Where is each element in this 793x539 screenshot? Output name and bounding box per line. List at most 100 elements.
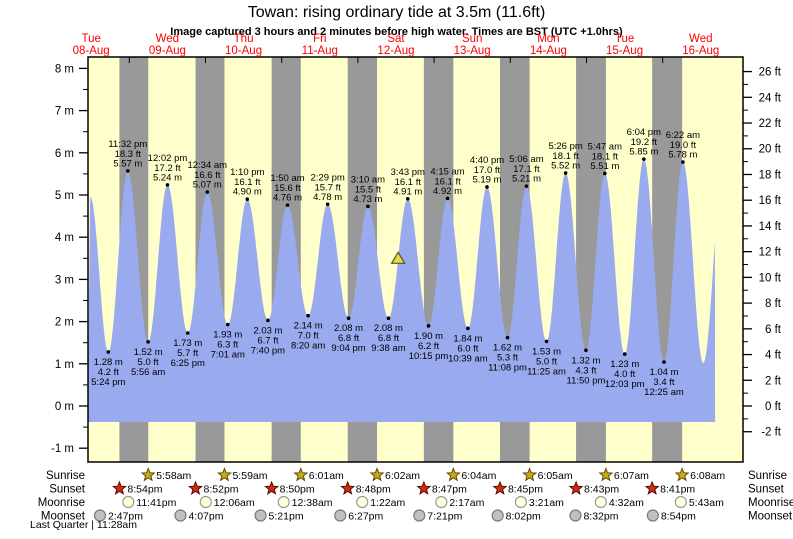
high-tide-label: 4.90 m (233, 187, 262, 198)
feet-tick-label: 4 ft (765, 350, 782, 362)
sunrise-star-icon (522, 467, 538, 482)
feet-tick-label: 16 ft (759, 195, 782, 207)
astro-time-label: 6:05am (538, 470, 573, 482)
sunrise-star-icon (369, 467, 385, 482)
feet-tick-label: 0 ft (765, 401, 782, 413)
low-tide-label: 5:56 am (131, 367, 165, 378)
high-tide-point (125, 169, 130, 173)
sunset-star-icon (644, 480, 660, 495)
low-tide-point (544, 339, 549, 344)
high-tide-label: 2:29 pm (310, 172, 344, 183)
low-tide-label: 6.8 ft (378, 333, 399, 344)
low-tide-label: 5.7 ft (177, 348, 198, 359)
low-tide-label: 1.28 m (94, 357, 123, 368)
low-tide-label: 2.08 m (334, 323, 363, 334)
day-date-label: 16-Aug (682, 45, 719, 57)
low-tide-point (225, 322, 230, 327)
low-tide-label: 5.0 ft (138, 357, 159, 368)
low-tide-label: 8:20 am (291, 341, 325, 352)
low-tide-label: 1.73 m (173, 338, 202, 349)
high-tide-label: 5.19 m (472, 174, 501, 185)
sunset-star-icon (340, 480, 356, 495)
high-tide-label: 3:10 am (351, 174, 385, 185)
astro-time-label: 8:41pm (660, 484, 695, 496)
high-tide-point (366, 204, 370, 209)
low-tide-point (622, 352, 627, 356)
low-tide-label: 7:01 am (211, 350, 245, 361)
day-date-label: 15-Aug (606, 45, 643, 57)
low-tide-label: 6.2 ft (418, 341, 439, 352)
sunrise-star-icon (445, 467, 461, 482)
high-tide-point (165, 183, 170, 187)
astro-time-label: 8:02pm (506, 511, 541, 523)
low-tide-label: 1.23 m (610, 359, 639, 370)
day-name-label: Thu (234, 33, 254, 45)
astro-time-label: 5:59am (232, 470, 267, 482)
low-tide-label: 12:03 pm (605, 379, 645, 390)
day-name-label: Wed (689, 33, 712, 45)
low-tide-label: 2.08 m (374, 323, 403, 334)
moonset-circle-icon (174, 509, 187, 522)
low-tide-point (505, 335, 510, 340)
moonrise-circle-icon (514, 495, 528, 509)
high-tide-label: 11:32 pm (108, 139, 147, 150)
day-date-label: 14-Aug (530, 45, 567, 57)
sunset-star-icon (568, 480, 584, 495)
current-tide-marker (390, 251, 406, 264)
sunrise-star-icon (217, 467, 233, 482)
astro-time-label: 2:47pm (108, 511, 143, 523)
high-tide-label: 15.7 ft (314, 182, 341, 193)
low-tide-label: 3.4 ft (653, 377, 674, 388)
moonrise-circle-icon (356, 495, 369, 509)
high-tide-label: 6:04 pm (627, 127, 661, 138)
moonset-circle-icon (93, 509, 107, 522)
day-date-label: 12-Aug (377, 45, 414, 57)
astro-time-label: 6:04am (461, 470, 496, 482)
high-tide-point (205, 190, 210, 194)
day-name-label: Tue (81, 33, 100, 45)
astro-time-label: 8:52pm (204, 484, 239, 496)
low-tide-point (584, 348, 588, 353)
low-tide-label: 7.0 ft (298, 331, 319, 342)
low-tide-label: 9:38 am (371, 343, 405, 354)
astro-time-label: 8:54pm (127, 484, 162, 496)
sunrise-star-icon (293, 467, 309, 482)
low-tide-point (346, 316, 351, 321)
low-tide-label: 1.32 m (571, 355, 600, 366)
meter-tick-label: 5 m (55, 190, 74, 202)
astro-row-label-left: Sunset (49, 484, 86, 496)
astro-time-label: 7:21pm (427, 511, 462, 523)
low-tide-label: 4.3 ft (575, 365, 596, 376)
low-tide-label: 2.03 m (253, 325, 282, 336)
chart-border (87, 56, 744, 463)
high-tide-label: 16.1 ft (395, 177, 422, 188)
moonset-circle-icon (569, 509, 582, 522)
meter-tick-label: 1 m (55, 359, 74, 371)
high-tide-label: 5.24 m (153, 172, 182, 183)
high-tide-label: 16.1 ft (234, 177, 261, 188)
low-tide-point (386, 316, 391, 321)
moonrise-circle-icon (594, 495, 607, 509)
astro-time-label: 2:17am (449, 497, 484, 509)
capture-note: Image captured 3 hours and 2 minutes bef… (170, 26, 623, 38)
astro-row-label-right: Moonrise (748, 497, 793, 509)
low-tide-label: 7:40 pm (251, 345, 285, 356)
low-tide-label: 9:04 pm (331, 343, 365, 354)
meter-tick-label: 6 m (55, 148, 74, 160)
high-tide-label: 1:10 pm (230, 167, 264, 178)
low-tide-label: 1.53 m (532, 346, 561, 357)
sunset-star-icon (112, 480, 127, 495)
high-tide-label: 12:02 pm (148, 153, 188, 164)
meter-tick-label: 3 m (55, 274, 74, 286)
day-name-label: Tue (615, 33, 634, 45)
feet-tick-label: 2 ft (765, 375, 782, 387)
astro-time-label: 5:21pm (269, 511, 304, 523)
low-tide-label: 1.84 m (453, 333, 482, 344)
high-tide-label: 5:06 am (509, 154, 543, 165)
low-tide-label: 1.93 m (213, 330, 242, 341)
high-tide-label: 5:47 am (588, 141, 622, 152)
high-tide-point (245, 197, 250, 202)
astro-row-label-left: Sunrise (46, 470, 85, 482)
high-tide-point (524, 184, 529, 188)
